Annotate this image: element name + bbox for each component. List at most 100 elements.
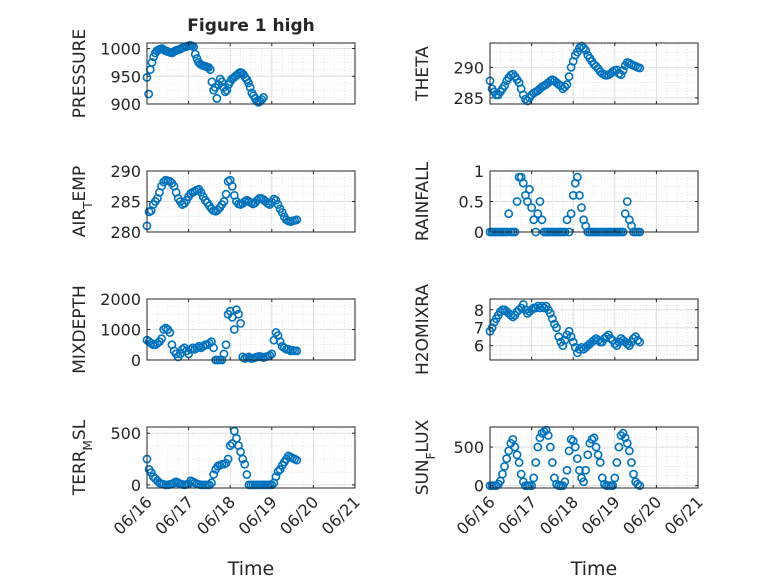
panel-theta-data-point — [581, 45, 591, 55]
panel-terr-msl-data-point — [238, 454, 248, 464]
panel-air-temp-data-point — [292, 215, 302, 225]
panel-mixdepth-data-point — [265, 351, 275, 360]
panel-air-temp-data-point — [265, 200, 275, 209]
panel-h2omixra-y-axis-label: H2OMIXRA — [413, 284, 433, 375]
panel-theta-y-tick-label: 290 — [453, 58, 484, 77]
panel-terr-msl-data-point — [221, 458, 231, 468]
panel-sun-flux-data-point — [527, 481, 536, 491]
panel-theta-data-point — [520, 94, 530, 104]
panel-mixdepth-data-point — [234, 309, 243, 319]
panel-h2omixra-data-point — [622, 339, 632, 349]
panel-rainfall-data-point — [518, 178, 528, 188]
panel-h2omixra-y-tick-label: 6 — [474, 337, 484, 356]
panel-air-temp-data-point — [196, 187, 206, 197]
panel-h2omixra: 678 H2OMIXRA — [413, 284, 699, 375]
panel-pressure-data-point — [147, 58, 157, 67]
panel-air-temp-data-point — [227, 181, 237, 191]
panel-sun-flux-data-point — [572, 454, 582, 464]
panel-h2omixra-data-point — [487, 323, 497, 333]
panel-h2omixra-data-point — [495, 307, 505, 316]
panel-sun-flux-data-point — [510, 442, 520, 452]
panel-rainfall-y-tick-label: 0.5 — [459, 193, 484, 212]
panel-pressure-data-point — [204, 63, 213, 72]
panel-theta-y-tick-label: 285 — [453, 89, 484, 108]
panel-theta-data-point — [572, 47, 582, 57]
panel-pressure-data-point — [257, 95, 267, 104]
panel-mixdepth-data-point — [275, 337, 285, 347]
panel-sun-flux-data-point — [593, 450, 603, 460]
panel-sun-flux-y-axis-label: SUNFLUX — [413, 419, 438, 495]
panel-terr-msl-axes-box — [146, 426, 356, 489]
panel-rainfall-data-point — [568, 190, 578, 200]
panel-sun-flux-data-point — [635, 481, 645, 491]
panel-air-temp-data-point — [273, 200, 283, 209]
panel-sun-flux-data-point — [562, 465, 572, 475]
panel-pressure-data-point — [245, 82, 255, 92]
panel-air-temp-data-point — [221, 189, 231, 199]
panel-h2omixra-data-point — [633, 335, 643, 345]
panel-rainfall-data-point — [527, 203, 536, 212]
panel-sun-flux-data-point — [620, 433, 630, 443]
panel-pressure-data-point — [222, 85, 232, 95]
panel-rainfall-data-point — [562, 215, 572, 225]
panel-sun-flux-data-point — [516, 469, 526, 479]
panel-h2omixra-y-tick-label: 7 — [474, 319, 484, 338]
panel-sun-flux-data-point — [564, 446, 574, 456]
figure-title: Figure 1 high — [187, 16, 315, 36]
panel-h2omixra-data-point — [610, 339, 620, 349]
panel-air-temp-data-point — [157, 181, 166, 191]
panel-sun-flux-data-point — [614, 442, 624, 452]
panel-h2omixra-data-point — [635, 337, 645, 347]
panel-mixdepth-data-point — [157, 334, 166, 344]
panel-terr-msl-data-point — [275, 464, 285, 474]
panel-h2omixra-data-point — [602, 332, 611, 342]
panel-mixdepth-data-point — [221, 340, 231, 350]
panel-rainfall-data-point — [566, 209, 576, 219]
panel-theta-data-point — [564, 72, 574, 81]
panel-mixdepth-data-point — [238, 352, 248, 362]
panel-sun-flux-data-point — [624, 446, 634, 456]
panel-mixdepth-data-point — [236, 318, 245, 328]
panel-rainfall-data-point — [512, 197, 522, 206]
panel-rainfall-data-point — [577, 203, 586, 212]
panel-air-temp-data-point — [271, 195, 281, 205]
panel-pressure-data-point — [244, 78, 253, 88]
panel-mixdepth-data-point — [229, 325, 239, 334]
panel-theta-data-point — [560, 82, 570, 92]
panel-terr-msl-data-point — [271, 472, 281, 482]
panel-terr-msl-data-point — [242, 470, 252, 479]
panel-sun-flux-data-point — [504, 446, 514, 456]
panel-sun-flux-data-point — [629, 469, 638, 479]
panel-sun-flux-data-point — [512, 450, 522, 460]
panel-mixdepth-data-point — [219, 349, 229, 359]
panel-theta-axes-box — [489, 42, 699, 105]
panel-h2omixra-data-point — [537, 301, 547, 311]
panel-h2omixra-data-point — [564, 326, 574, 336]
panel-pressure: 900 950 1000 PRESSURE — [70, 29, 356, 118]
panel-air-temp-data-point — [252, 195, 262, 205]
panel-pressure-data-point — [220, 87, 230, 97]
panel-terr-msl-y-axis-label: TERRMSL — [70, 419, 95, 496]
panel-terr-msl-data-point — [225, 441, 235, 451]
panel-h2omixra-data-point — [527, 305, 536, 315]
panel-air-temp: 280 285 290 AIRTEMP — [70, 162, 356, 242]
panel-pressure-data-point — [259, 92, 268, 102]
panel-sun-flux-data-point — [575, 465, 584, 475]
panel-terr-msl-data-point — [146, 468, 156, 477]
panel-h2omixra-axes-box — [489, 298, 699, 361]
panel-sun-flux-data-point — [535, 433, 545, 443]
panel-sun-flux-data-point — [618, 428, 628, 438]
panel-sun-flux-data-point — [583, 450, 593, 460]
panel-air-temp-data-point — [159, 177, 169, 187]
panel-sun-flux-data-point — [587, 434, 597, 444]
panel-theta-data-point — [591, 61, 601, 71]
panel-sun-flux-data-point — [627, 458, 636, 467]
panel-rainfall-data-point — [575, 190, 584, 200]
panel-pressure-y-tick-label: 900 — [110, 95, 141, 114]
panel-terr-msl-y-tick-label: 0 — [131, 476, 141, 495]
panel-sun-flux-data-point — [579, 477, 588, 487]
panel-air-temp-data-point — [213, 205, 223, 215]
panel-mixdepth-data-point — [292, 346, 302, 356]
panel-rainfall-data-point — [537, 215, 547, 225]
panel-rainfall: 0 0.5 1 RAINFALL — [413, 161, 699, 242]
